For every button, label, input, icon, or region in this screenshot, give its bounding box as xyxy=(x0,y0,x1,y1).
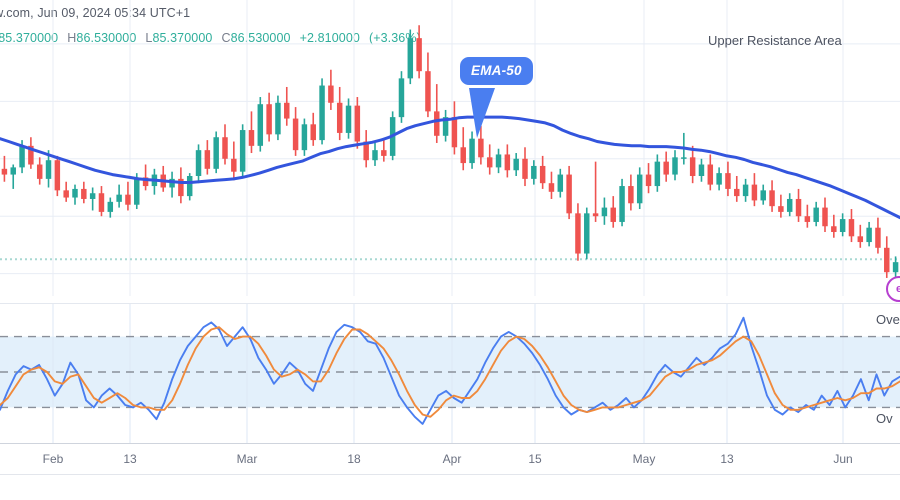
oscillator-overbought-label: Ove xyxy=(876,312,900,327)
axis-bottom-rule xyxy=(0,474,900,475)
price-chart-svg xyxy=(0,0,900,296)
close-value: 86.530000 xyxy=(230,31,291,45)
upper-resistance-area-label: Upper Resistance Area xyxy=(708,33,842,48)
open-value: 85.370000 xyxy=(0,31,59,45)
x-axis-tick-feb: Feb xyxy=(42,452,64,466)
x-axis-tick-13: 13 xyxy=(720,452,734,466)
x-axis-tick-13: 13 xyxy=(123,452,137,466)
oscillator-oversold-label: Ov xyxy=(876,411,893,426)
high-label: H xyxy=(67,31,77,45)
last-price-badge[interactable]: e xyxy=(886,276,900,302)
x-axis-tick-jun: Jun xyxy=(833,452,853,466)
x-axis-tick-mar: Mar xyxy=(236,452,258,466)
x-axis-tick-15: 15 xyxy=(528,452,542,466)
low-value: 85.370000 xyxy=(152,31,213,45)
change-value: +2.810000 xyxy=(299,31,360,45)
price-chart-panel[interactable] xyxy=(0,0,900,296)
x-axis: Feb 13 Mar 18 Apr 15 May 13 Jun xyxy=(0,443,900,476)
ema-50-line xyxy=(0,115,900,220)
x-axis-tick-18: 18 xyxy=(347,452,361,466)
x-axis-tick-may: May xyxy=(632,452,656,466)
stochastic-oscillator-svg xyxy=(0,303,900,443)
chart-source-timestamp: ngView.com, Jun 09, 2024 05:34 UTC+1 xyxy=(0,6,191,20)
candlestick-series xyxy=(1,25,899,283)
x-axis-tick-apr: Apr xyxy=(442,452,462,466)
high-value: 86.530000 xyxy=(76,31,137,45)
oscillator-line-pct-D xyxy=(0,326,900,418)
stochastic-oscillator-panel[interactable] xyxy=(0,303,900,443)
close-label: C xyxy=(221,31,231,45)
ema-50-callout[interactable]: EMA-50 xyxy=(460,57,533,85)
low-label: L xyxy=(145,31,153,45)
